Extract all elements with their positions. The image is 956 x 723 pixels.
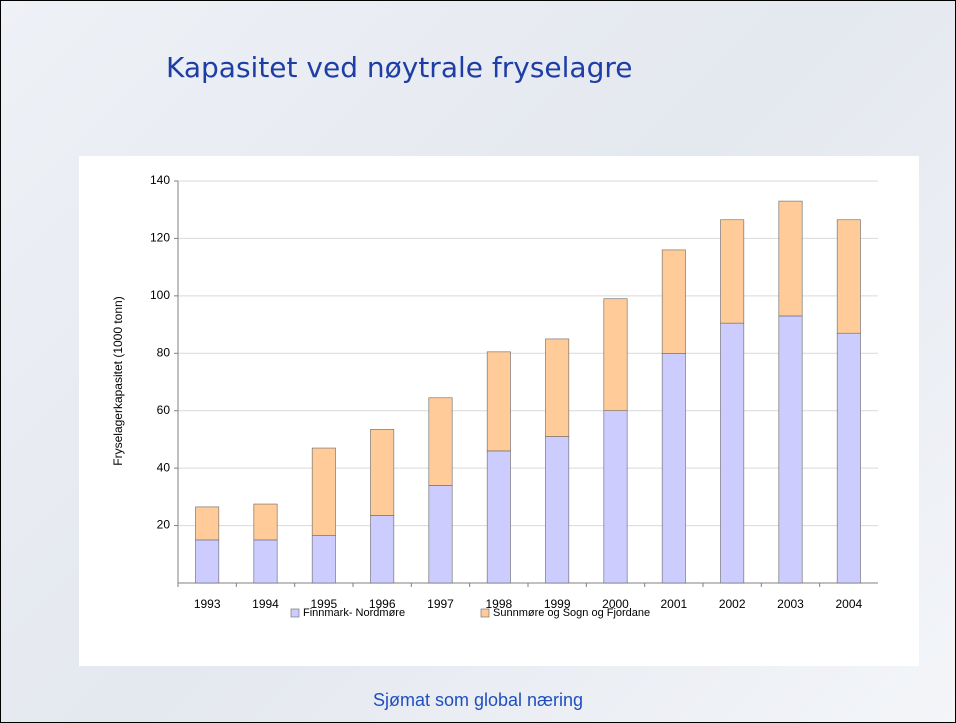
bar-segment xyxy=(603,298,628,412)
y-tick-label: 100 xyxy=(150,288,170,302)
x-tick-label: 2004 xyxy=(835,597,862,611)
bar-segment xyxy=(311,535,336,584)
bar-segment xyxy=(253,503,278,541)
bar-segment xyxy=(195,539,220,584)
bar-segment xyxy=(720,219,745,324)
x-tick-label: 1997 xyxy=(427,597,454,611)
x-tick-label: 1994 xyxy=(252,597,279,611)
legend-swatch xyxy=(480,608,490,618)
bar-segment xyxy=(778,200,803,317)
bar-segment xyxy=(836,219,861,334)
x-tick-label: 1999 xyxy=(544,597,571,611)
x-tick-label: 2001 xyxy=(660,597,687,611)
x-tick-label: 1995 xyxy=(310,597,337,611)
bar-segment xyxy=(661,352,686,584)
bar-segment xyxy=(836,332,861,584)
y-tick-label: 140 xyxy=(150,173,170,187)
x-tick-label: 2003 xyxy=(777,597,804,611)
y-tick-label: 80 xyxy=(157,345,171,359)
bar-segment xyxy=(545,338,570,437)
bar-segment xyxy=(428,397,453,486)
bar-segment xyxy=(428,485,453,584)
y-tick-label: 120 xyxy=(150,231,170,245)
bar-segment xyxy=(545,436,570,584)
bar-segment xyxy=(486,450,511,584)
x-tick-label: 2002 xyxy=(719,597,746,611)
x-tick-label: 1993 xyxy=(194,597,221,611)
bar-segment xyxy=(661,249,686,354)
bar-segment xyxy=(370,515,395,584)
bar-segment xyxy=(253,539,278,584)
slide-title: Kapasitet ved nøytrale fryselagre xyxy=(166,51,632,84)
x-tick-label: 1996 xyxy=(369,597,396,611)
y-tick-label: 60 xyxy=(157,403,171,417)
x-tick-label: 2000 xyxy=(602,597,629,611)
bar-segment xyxy=(778,315,803,584)
bar-segment xyxy=(486,351,511,452)
bar-segment xyxy=(603,410,628,584)
legend-label: Finnmark- Nordmøre xyxy=(303,607,405,619)
footer: Sjømat som global næring xyxy=(373,690,583,710)
legend-swatch xyxy=(290,608,300,618)
y-axis-label: Fryselagerkapasitet (1000 tonn) xyxy=(111,296,125,465)
bar-segment xyxy=(311,447,336,536)
bar-segment xyxy=(720,322,745,584)
bar-segment xyxy=(195,506,220,541)
x-tick-label: 1998 xyxy=(485,597,512,611)
y-tick-label: 40 xyxy=(157,460,171,474)
legend-label: Sunnmøre og Sogn og Fjordane xyxy=(493,607,650,619)
y-tick-label: 20 xyxy=(157,518,171,532)
bar-segment xyxy=(370,429,395,516)
